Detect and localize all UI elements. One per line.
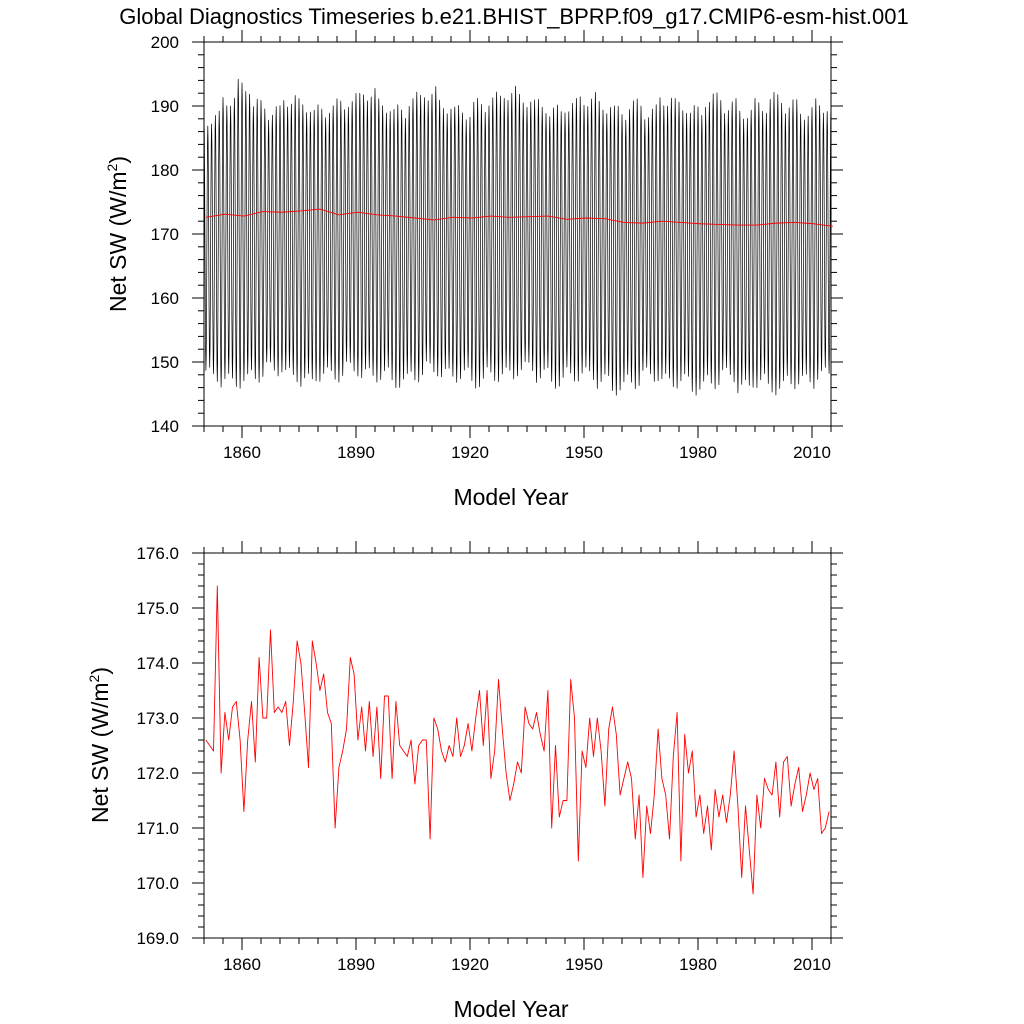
bottom-y-tick-label: 171.0 [136, 819, 179, 838]
top-y-axis-title: Net SW (W/m2) [104, 156, 131, 312]
bottom-y-axis-title-sup: 2 [86, 674, 102, 682]
top-panel: 1860 1890 1920 1950 1980 2010 140 150 16… [104, 30, 843, 510]
top-y-tick-labels: 140 150 160 170 180 190 200 [151, 33, 179, 436]
top-x-tick-labels: 1860 1890 1920 1950 1980 2010 [223, 443, 831, 462]
bottom-y-tick-labels: 169.0 170.0 171.0 172.0 173.0 174.0 175.… [136, 544, 179, 948]
bottom-panel: 1860 1890 1920 1950 1980 2010 169.0 170.… [86, 541, 843, 1022]
top-x-tick-label: 1920 [451, 443, 489, 462]
top-y-tick-label: 170 [151, 225, 179, 244]
bottom-x-ticks [203, 541, 832, 950]
bottom-x-tick-labels: 1860 1890 1920 1950 1980 2010 [223, 955, 831, 974]
top-y-axis-title-main: Net SW (W/m [105, 171, 131, 312]
top-y-tick-label: 180 [151, 161, 179, 180]
series-line-monthly [203, 78, 832, 396]
top-y-ticks [192, 41, 843, 427]
bottom-y-axis-title-close: ) [87, 667, 113, 675]
bottom-x-axis-title: Model Year [453, 996, 568, 1022]
top-series [203, 78, 833, 396]
top-y-tick-label: 150 [151, 353, 179, 372]
bottom-y-tick-label: 174.0 [136, 654, 179, 673]
bottom-y-tick-label: 170.0 [136, 874, 179, 893]
bottom-x-tick-label: 1950 [565, 955, 603, 974]
top-y-tick-label: 140 [151, 417, 179, 436]
top-x-tick-label: 1980 [679, 443, 717, 462]
top-y-axis-title-sup: 2 [104, 163, 120, 171]
bottom-x-tick-label: 2010 [793, 955, 831, 974]
bottom-y-ticks [192, 552, 843, 939]
top-x-tick-label: 1890 [337, 443, 375, 462]
bottom-series [205, 585, 830, 895]
top-y-tick-label: 200 [151, 33, 179, 52]
bottom-x-tick-label: 1860 [223, 955, 261, 974]
series-line-annual-mean [205, 585, 830, 895]
top-y-axis-title-close: ) [105, 156, 131, 164]
bottom-y-tick-label: 172.0 [136, 764, 179, 783]
bottom-y-axis-title-main: Net SW (W/m [87, 682, 113, 823]
bottom-x-tick-label: 1920 [451, 955, 489, 974]
top-x-tick-label: 1860 [223, 443, 261, 462]
bottom-x-tick-label: 1980 [679, 955, 717, 974]
bottom-y-tick-label: 169.0 [136, 929, 179, 948]
bottom-y-axis-title: Net SW (W/m2) [86, 667, 113, 823]
top-y-tick-label: 160 [151, 289, 179, 308]
bottom-x-tick-label: 1890 [337, 955, 375, 974]
bottom-y-tick-label: 175.0 [136, 599, 179, 618]
top-x-tick-label: 1950 [565, 443, 603, 462]
top-x-tick-label: 2010 [793, 443, 831, 462]
series-line-annual-mean [205, 208, 833, 227]
bottom-y-tick-label: 173.0 [136, 709, 179, 728]
bottom-y-tick-label: 176.0 [136, 544, 179, 563]
bottom-plot-frame [203, 552, 832, 939]
figure-title: Global Diagnostics Timeseries b.e21.BHIS… [119, 4, 909, 29]
top-y-tick-label: 190 [151, 97, 179, 116]
top-x-axis-title: Model Year [453, 484, 568, 510]
top-x-ticks [203, 30, 832, 438]
